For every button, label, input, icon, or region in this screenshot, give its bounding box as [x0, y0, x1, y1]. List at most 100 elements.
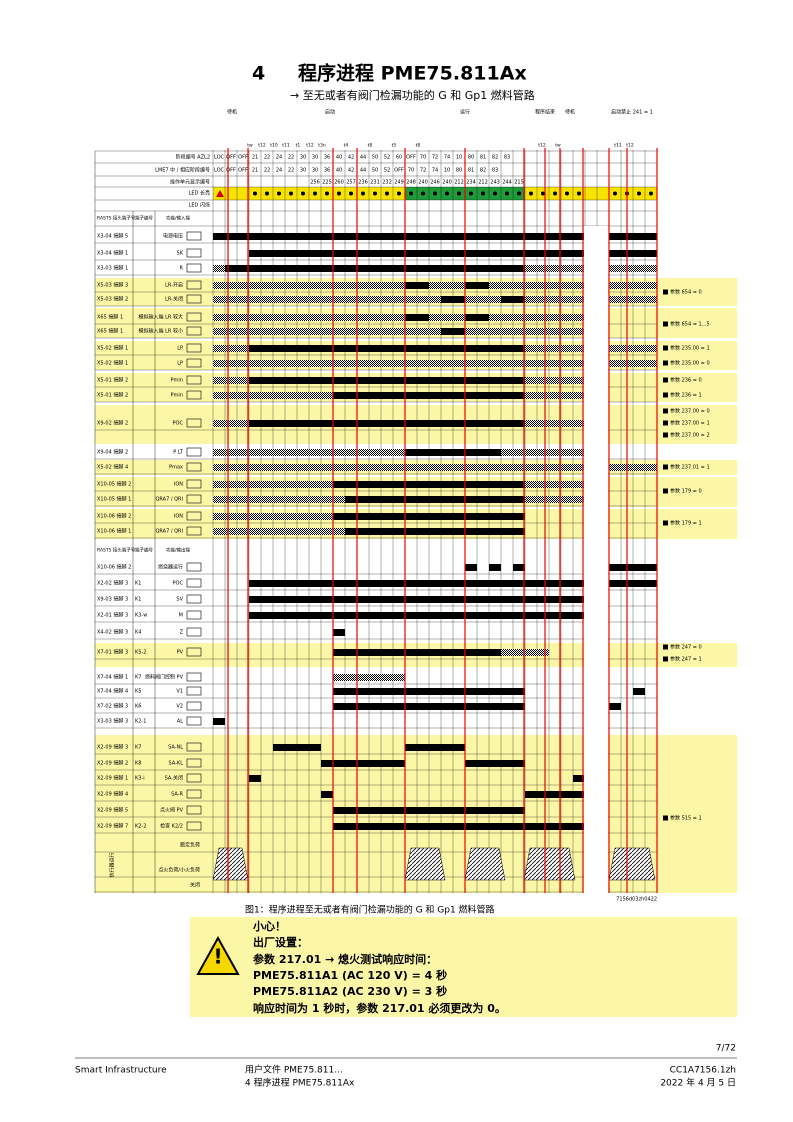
timing-bar [273, 744, 321, 751]
led-dot [541, 191, 545, 196]
phase-code: 30 [312, 155, 318, 161]
page-title: 程序进程 PME75.811Ax [298, 62, 527, 85]
function-label: R [180, 266, 184, 272]
head-label: LED 闪烁 [189, 202, 210, 209]
terminal: X10-06 接脚 2 [97, 513, 131, 520]
timing-bar [429, 282, 465, 289]
column-head: 功能/输入端 [166, 215, 191, 222]
led-dot [637, 191, 641, 196]
timing-bar [213, 496, 345, 503]
terminal: X2-09 接脚 4 [97, 791, 128, 798]
function-label: 额定负荷 [180, 842, 200, 849]
display-code: 212 [454, 180, 464, 186]
head-label: LED 长亮 [189, 190, 210, 197]
note-marker [663, 377, 668, 383]
actuator-ramp [608, 847, 656, 881]
relay: K6 [135, 704, 141, 710]
function-label: QRA7 / QRI [155, 497, 183, 503]
timing-bar [573, 775, 585, 782]
function-label: ION [174, 482, 183, 488]
led-dot [493, 191, 497, 196]
function-label: V1 [176, 689, 183, 695]
caption: 图1：程序进程至无或者有阀门检漏功能的 G 和 Gp1 燃料管路 [245, 904, 495, 916]
drawing-id: 7156d03zh0422 [616, 897, 657, 903]
display-code: 215 [514, 180, 524, 186]
parameter-note: 参数 515 = 1 [670, 815, 702, 822]
function-label: Z [180, 630, 184, 636]
terminal: X10-06 接脚 1 [97, 528, 131, 535]
function-label: QRA7 / QRI [155, 529, 183, 535]
timing-bar [465, 282, 489, 289]
led-dot [433, 191, 437, 196]
terminal: X65 接脚 1 [97, 314, 123, 321]
parameter-note: 参数 179 = 1 [670, 520, 702, 527]
time-label: t12 [626, 143, 634, 149]
timing-bar [213, 345, 249, 352]
note-marker [663, 432, 668, 438]
warning-box [190, 917, 737, 1017]
timing-bar [249, 775, 261, 782]
actuator-ramp [523, 847, 576, 881]
timing-bar [213, 360, 585, 367]
function-label: LR-开启 [165, 282, 183, 289]
led-dot [373, 191, 377, 196]
section-number: 4 [252, 63, 265, 85]
terminal: X5-02 接脚 1 [97, 345, 128, 352]
function-label: V2 [176, 704, 183, 710]
timing-bar [213, 420, 249, 427]
symbol [186, 594, 202, 604]
symbol [186, 263, 202, 273]
symbol [186, 672, 202, 682]
terminal: X9-03 接脚 3 [97, 596, 128, 603]
symbol [186, 686, 202, 696]
timing-bar [345, 496, 525, 503]
timing-bar [249, 596, 585, 603]
timing-bar [249, 345, 525, 352]
function-label: 电源电压 [163, 233, 183, 240]
phase-code: 10 [444, 168, 450, 174]
timing-bar [465, 760, 525, 767]
column-head: 功能/输出端 [166, 547, 191, 554]
parameter-note: 参数 237.00 = 1 [670, 420, 710, 427]
timing-bar [333, 649, 501, 656]
led-dot [253, 191, 257, 196]
symbol [186, 462, 202, 472]
time-label: t8 [368, 143, 373, 149]
timing-bar [213, 265, 225, 272]
note-marker [663, 360, 668, 366]
timing-bar [525, 345, 585, 352]
symbol [186, 231, 202, 241]
phase-code: OFF [226, 155, 236, 161]
column-head: 端子编号 [135, 547, 153, 554]
time-label: t12 [306, 143, 314, 149]
head-label: 操作单元显示编号 [170, 179, 210, 186]
relay: K7 [135, 675, 141, 681]
timing-bar [525, 481, 585, 488]
time-label: t4 [344, 143, 349, 149]
timing-bar [213, 296, 441, 303]
led-dot [445, 191, 449, 196]
phase-code: 81 [480, 155, 486, 161]
terminal: X3-03 接脚 3 [97, 718, 128, 725]
terminal: X10-05 接脚 1 [97, 496, 131, 503]
actuator-ramp [212, 847, 249, 881]
relay: K3-i [135, 776, 145, 782]
warning-line: 小心！ [252, 919, 286, 933]
symbol [186, 773, 202, 783]
footer-date: 2022 年 4 月 5 日 [660, 1077, 736, 1089]
function-label: P LT [173, 450, 184, 456]
timing-bar [249, 377, 525, 384]
function-label: ION [174, 514, 183, 520]
time-label: t12 [538, 143, 546, 149]
phase-code: 72 [420, 168, 426, 174]
display-code: 260 [334, 180, 344, 186]
function-label: AL [177, 719, 183, 725]
symbol [186, 805, 202, 815]
display-code: 257 [346, 180, 356, 186]
function-label: 模拟输入端 LR 较小 [139, 328, 183, 335]
timing-bar [609, 580, 657, 587]
function-label: SA-NL [168, 745, 183, 751]
display-code: 248 [406, 180, 416, 186]
led-dot [289, 191, 293, 196]
phase-code: 21 [252, 168, 258, 174]
